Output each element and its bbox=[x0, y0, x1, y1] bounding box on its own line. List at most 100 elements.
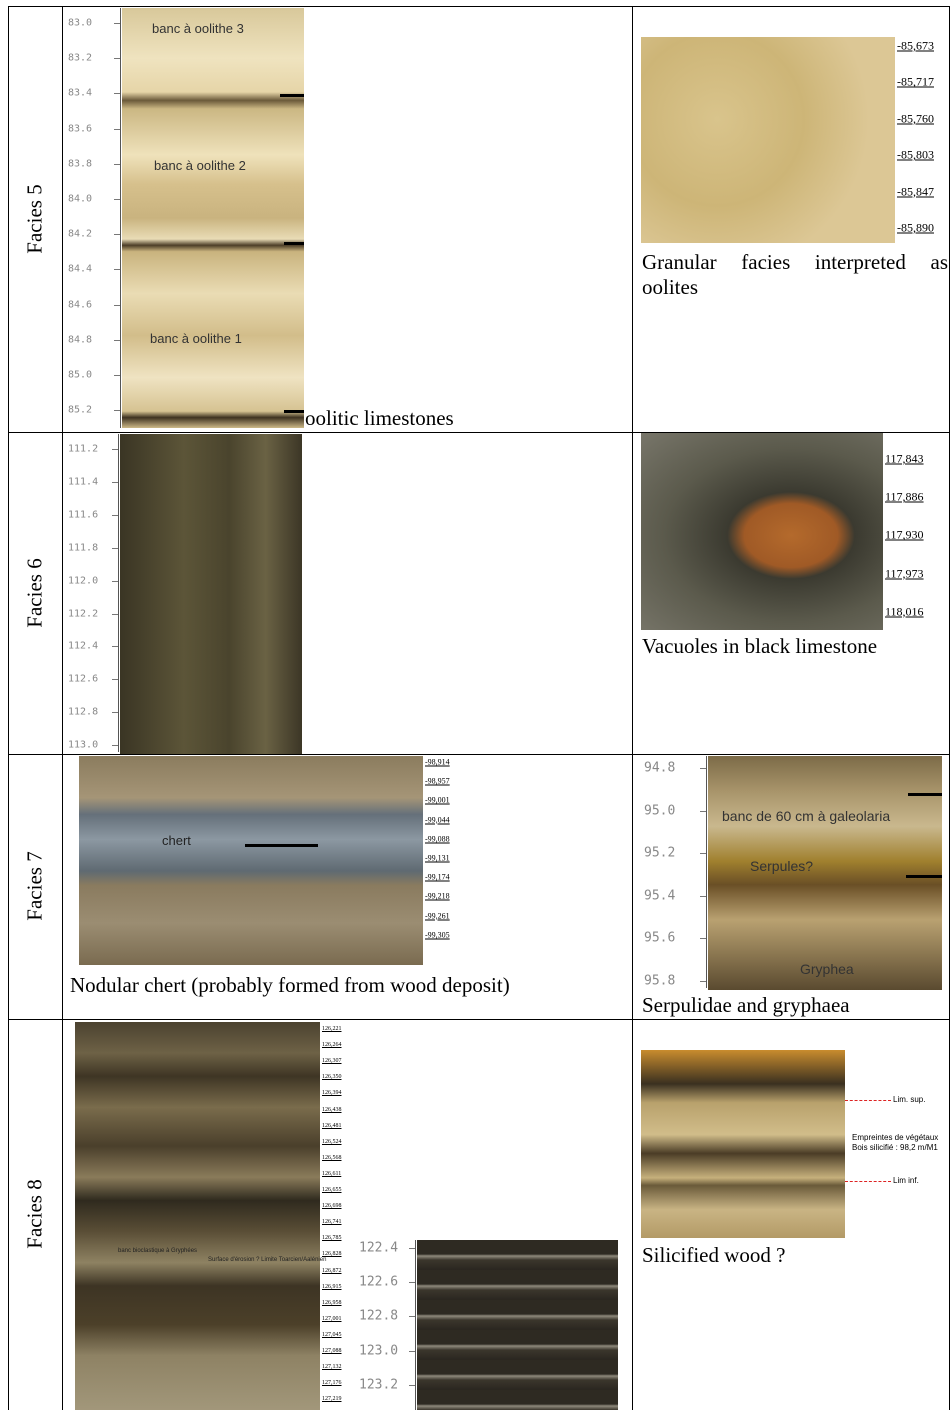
tick-label: 112.2 bbox=[68, 608, 98, 619]
photo-note: chert bbox=[162, 833, 191, 848]
caption: oolitic limestones bbox=[305, 406, 454, 431]
tick-mark bbox=[409, 1282, 415, 1283]
tick-label: -99,218 bbox=[425, 892, 450, 901]
tick-mark bbox=[112, 515, 118, 516]
tick-label: 127,001 bbox=[322, 1316, 342, 1322]
marker bbox=[908, 793, 942, 796]
tick-label: 95.8 bbox=[644, 974, 675, 989]
photo-note: Lim. sup. bbox=[893, 1095, 925, 1104]
tick-label: 118,016 bbox=[885, 604, 924, 619]
tick-mark bbox=[114, 305, 120, 306]
table-border bbox=[632, 6, 633, 1410]
core-image bbox=[417, 1240, 618, 1410]
tick-label: 122.4 bbox=[359, 1241, 398, 1256]
tick-label: 112.8 bbox=[68, 707, 98, 718]
core-note: Serpules? bbox=[750, 858, 813, 874]
tick-label: 95.6 bbox=[644, 931, 675, 946]
facies-label: Facies 5 bbox=[23, 184, 48, 253]
caption: Serpulidae and gryphaea bbox=[642, 993, 850, 1018]
tick-mark bbox=[112, 712, 118, 713]
table-border bbox=[62, 6, 63, 1410]
tick-mark bbox=[114, 410, 120, 411]
tick-label: -85,890 bbox=[897, 221, 934, 236]
tick-label: 122.6 bbox=[359, 1275, 398, 1290]
tick-label: 126,264 bbox=[322, 1042, 342, 1048]
facies-label: Facies 7 bbox=[23, 851, 48, 920]
tick-label: 117,973 bbox=[885, 566, 924, 581]
tick-label: -85,803 bbox=[897, 148, 934, 163]
tick-mark bbox=[114, 164, 120, 165]
tick-mark bbox=[112, 745, 118, 746]
tick-label: 126,394 bbox=[322, 1090, 342, 1096]
tick-mark bbox=[112, 679, 118, 680]
tick-label: 111.8 bbox=[68, 542, 98, 553]
tick-label: 126,524 bbox=[322, 1139, 342, 1145]
tick-label: 112.4 bbox=[68, 641, 98, 652]
facies-label: Facies 8 bbox=[23, 1179, 48, 1248]
tick-label: 126,785 bbox=[322, 1235, 342, 1241]
tick-label: 126,915 bbox=[322, 1284, 342, 1290]
tick-label: -99,261 bbox=[425, 911, 450, 920]
core-image bbox=[708, 756, 942, 990]
tick-label: 94.8 bbox=[644, 761, 675, 776]
tick-label: 127,088 bbox=[322, 1348, 342, 1354]
tick-label: -98,914 bbox=[425, 758, 450, 767]
tick-label: 127,176 bbox=[322, 1380, 342, 1386]
marker bbox=[906, 875, 942, 878]
tick-label: 112.0 bbox=[68, 575, 98, 586]
depth-axis bbox=[118, 434, 119, 752]
core-image bbox=[120, 434, 302, 754]
tick-label: -98,957 bbox=[425, 777, 450, 786]
tick-mark bbox=[114, 199, 120, 200]
tick-label: 126,655 bbox=[322, 1187, 342, 1193]
tick-mark bbox=[409, 1351, 415, 1352]
photo-note: Empreintes de végétaux bbox=[852, 1133, 938, 1142]
tick-label: -85,847 bbox=[897, 184, 934, 199]
tick-label: 117,930 bbox=[885, 528, 924, 543]
photo-note: Lim inf. bbox=[893, 1176, 919, 1185]
tick-mark bbox=[114, 234, 120, 235]
tick-mark bbox=[409, 1248, 415, 1249]
tick-label: 126,741 bbox=[322, 1219, 342, 1225]
tick-label: -99,044 bbox=[425, 815, 450, 824]
tick-label: 84.2 bbox=[68, 229, 92, 240]
tick-label: 111.2 bbox=[68, 444, 98, 455]
tick-mark bbox=[700, 853, 706, 854]
tick-mark bbox=[112, 614, 118, 615]
tick-label: -85,760 bbox=[897, 111, 934, 126]
tick-mark bbox=[112, 646, 118, 647]
core-note: Gryphea bbox=[800, 961, 854, 977]
marker bbox=[245, 844, 318, 847]
tick-mark bbox=[114, 375, 120, 376]
core-note: banc de 60 cm à galeolaria bbox=[722, 808, 890, 824]
tick-label: 126,958 bbox=[322, 1300, 342, 1306]
tick-label: 117,886 bbox=[885, 490, 924, 505]
tick-mark bbox=[409, 1316, 415, 1317]
tick-label: 127,219 bbox=[322, 1396, 342, 1402]
core-image bbox=[122, 8, 304, 428]
tick-mark bbox=[700, 768, 706, 769]
marker bbox=[284, 242, 304, 245]
marker bbox=[284, 410, 304, 413]
tick-label: 117,843 bbox=[885, 452, 924, 467]
tick-mark bbox=[114, 93, 120, 94]
tick-label: 84.8 bbox=[68, 334, 92, 345]
tick-mark bbox=[114, 58, 120, 59]
tick-label: 123.2 bbox=[359, 1377, 398, 1392]
tick-label: 84.6 bbox=[68, 299, 92, 310]
table-border bbox=[8, 6, 950, 7]
core-image bbox=[75, 1022, 320, 1410]
tick-mark bbox=[112, 449, 118, 450]
caption: Granular facies interpreted as oolites bbox=[642, 250, 948, 300]
tick-label: 126,568 bbox=[322, 1155, 342, 1161]
tick-label: 95.4 bbox=[644, 888, 675, 903]
table-border bbox=[8, 1019, 950, 1020]
tick-label: 112.6 bbox=[68, 674, 98, 685]
tick-mark bbox=[114, 23, 120, 24]
tick-label: 127,132 bbox=[322, 1364, 342, 1370]
tick-label: 85.2 bbox=[68, 405, 92, 416]
table-border bbox=[8, 6, 9, 1410]
tick-mark bbox=[114, 340, 120, 341]
tick-label: 95.2 bbox=[644, 846, 675, 861]
tick-label: 123.0 bbox=[359, 1343, 398, 1358]
